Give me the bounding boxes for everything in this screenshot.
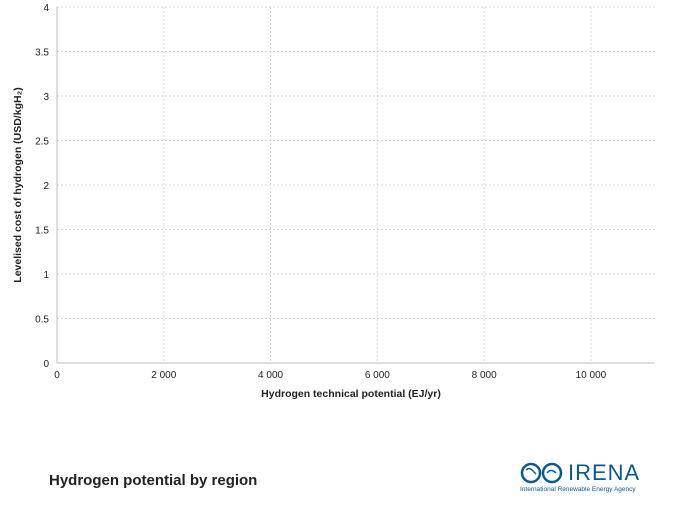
x-tick-labels: 0 2 000 4 000 6 000 8 000 10 000 [54,370,606,381]
y-axis-title: Levelised cost of hydrogen (USD/kgH₂) [12,87,24,282]
y-tick-label: 2 [43,181,49,192]
globe-icon [520,462,563,484]
x-tick-label: 8 000 [472,370,497,381]
x-axis-title: Hydrogen technical potential (EJ/yr) [261,388,441,400]
y-tick-labels: 0 0.5 1 1.5 2 2.5 3 3.5 4 [35,3,49,370]
y-tick-label: 0.5 [35,315,49,326]
x-tick-label: 2 000 [151,370,176,381]
y-tick-label: 3.5 [35,48,49,59]
y-tick-label: 3 [43,92,49,103]
gridlines [57,6,655,363]
y-tick-label: 1 [43,270,49,281]
x-tick-label: 4 000 [258,370,283,381]
y-tick-label: 4 [43,3,49,14]
irena-logo: IRENA International Renewable Energy Age… [520,460,660,500]
axes [56,7,655,364]
figure-title: Hydrogen potential by region [49,472,258,489]
y-tick-label: 1.5 [35,226,49,237]
y-tick-label: 2.5 [35,137,49,148]
logo-wordmark: IRENA [568,460,641,485]
x-tick-label: 0 [54,370,60,381]
logo-tagline: International Renewable Energy Agency [520,486,636,493]
x-tick-label: 10 000 [576,370,607,381]
y-tick-label: 0 [43,359,49,370]
x-tick-label: 6 000 [365,370,390,381]
